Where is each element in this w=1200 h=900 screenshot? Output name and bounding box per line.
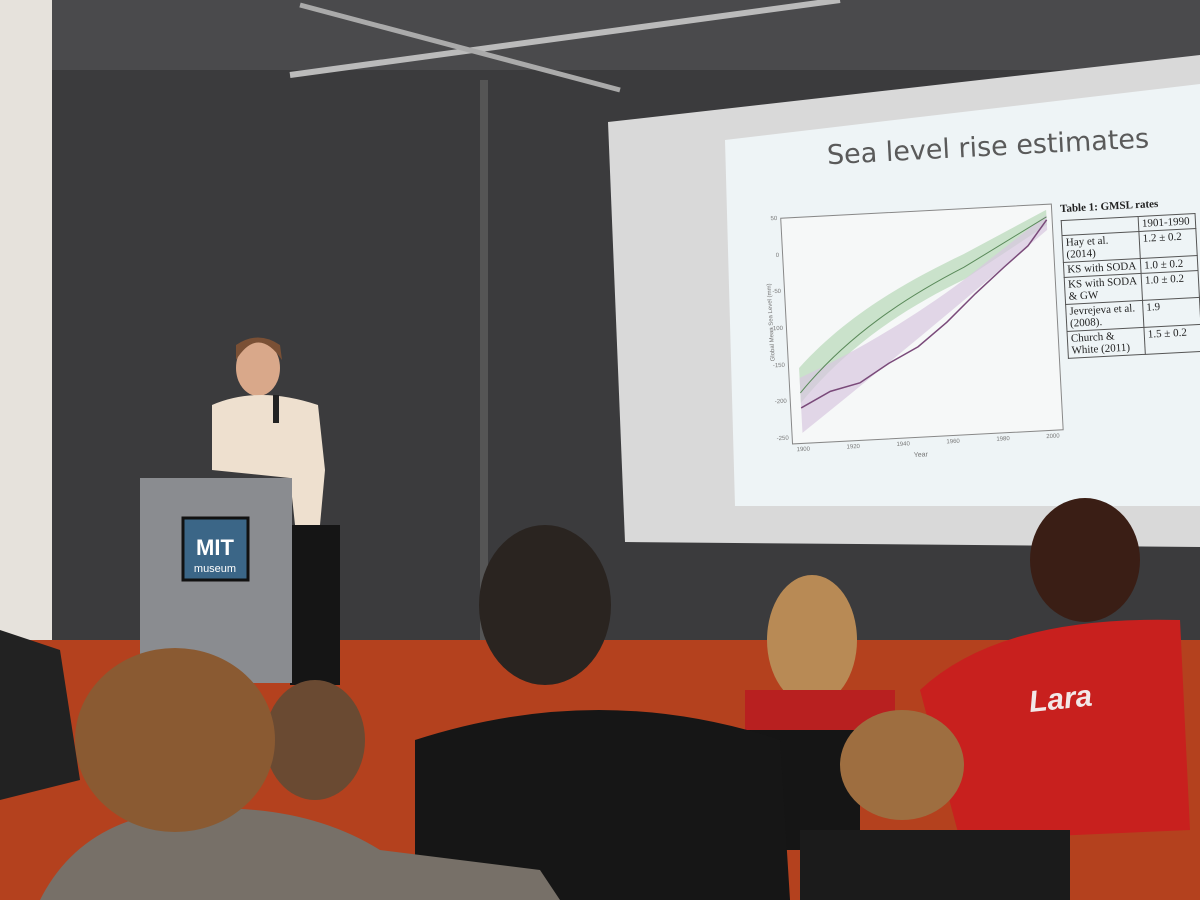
x-tick-label: 2000 <box>1046 433 1060 441</box>
pillar <box>0 0 52 650</box>
table-cell: Jevrejeva et al. (2008). <box>1065 300 1144 332</box>
x-tick-label: 1920 <box>846 443 861 451</box>
person-red <box>920 619 1190 840</box>
presenter-legs <box>290 525 340 685</box>
y-tick-label: 0 <box>775 252 780 259</box>
slide-title: Sea level rise estimates <box>826 123 1150 172</box>
band <box>799 214 1048 433</box>
line <box>799 216 1047 394</box>
table-cell: 1.0 ± 0.2 <box>1141 270 1200 301</box>
person-left <box>0 630 80 800</box>
table-grid: 1901-1990 Hay et al. (2014) 1.2 ± 0.2 KS wi… <box>1061 213 1200 359</box>
pipe <box>480 80 488 640</box>
person-head <box>1030 498 1140 622</box>
pipe <box>289 0 841 78</box>
table-row: Church & White (2011) 1.5 ± 0.2 <box>1067 324 1200 359</box>
x-tick-label: 1960 <box>946 438 960 446</box>
slide: Sea level rise estimates Global Mean Sea… <box>735 95 1200 489</box>
table-cell: Church & White (2011) <box>1067 327 1146 359</box>
band <box>799 209 1047 403</box>
x-tick-label: 1900 <box>796 446 811 454</box>
boy-head <box>840 710 964 820</box>
logo-text: museum <box>194 563 236 575</box>
microphone <box>273 395 279 423</box>
plot: Global Mean Sea Level (mm) Year 50 0 -50 -1… <box>767 203 1064 459</box>
table: Table 1: GMSL rates 1901-1990 Hay et al. … <box>1060 196 1200 359</box>
table-cell: Hay et al. (2014) <box>1061 231 1141 263</box>
presenter-body <box>212 395 325 525</box>
woman-hair <box>75 648 275 832</box>
y-tick-label: -50 <box>772 289 782 296</box>
logo-text: MIT <box>196 535 234 560</box>
table-cell: 1.2 ± 0.2 <box>1138 228 1198 259</box>
presenter-hair <box>236 337 282 360</box>
line <box>800 219 1048 409</box>
y-tick-label: 50 <box>770 215 778 223</box>
y-tick-label: -250 <box>776 435 789 443</box>
logo <box>181 516 250 582</box>
table-cell: 1.5 ± 0.2 <box>1143 324 1200 355</box>
table-caption: Table 1: GMSL rates <box>1059 197 1159 216</box>
presenter-head <box>236 340 280 396</box>
y-tick-label: -150 <box>772 362 786 370</box>
x-tick-label: 1940 <box>896 441 911 448</box>
girl-hair <box>767 575 857 705</box>
shirt-text: Lara <box>1027 680 1093 719</box>
y-tick-label: -100 <box>770 325 784 333</box>
plot-lines <box>799 209 1048 433</box>
child-hair <box>265 680 365 800</box>
pipe <box>299 2 621 93</box>
table-cell: 1.9 <box>1142 297 1200 328</box>
x-tick-label: 1980 <box>996 436 1010 443</box>
man-head <box>479 525 611 685</box>
man-body <box>415 710 790 900</box>
x-label: Year <box>913 451 929 460</box>
y-tick-label: -200 <box>774 399 787 406</box>
chair <box>800 830 1070 900</box>
table-cell: KS with SODA & GW <box>1064 273 1143 305</box>
